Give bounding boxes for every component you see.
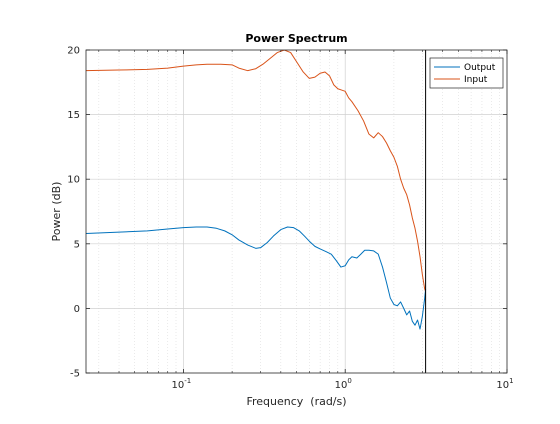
x-tick-label-base: 10 xyxy=(172,380,185,391)
x-tick-label: 100 xyxy=(335,377,352,391)
x-tick-label-base: 10 xyxy=(335,380,348,391)
series-group xyxy=(86,50,427,330)
y-tick-label: 5 xyxy=(74,239,80,250)
legend-label-output: Output xyxy=(464,63,496,73)
x-tick-label: 10-1 xyxy=(172,377,192,391)
legend-box xyxy=(429,57,504,89)
y-tick-label: 20 xyxy=(67,46,80,57)
x-axis-label: Frequency (rad/s) xyxy=(246,395,346,408)
legend-label-input: Input xyxy=(464,75,488,85)
y-tick-label: -5 xyxy=(70,369,80,380)
y-axis-label: Power (dB) xyxy=(50,182,63,242)
x-tick-label-exponent: -1 xyxy=(184,377,191,385)
x-tick-label-exponent: 0 xyxy=(347,377,351,385)
chart-title: Power Spectrum xyxy=(245,32,347,45)
series-line-output xyxy=(86,226,427,330)
y-tick-label: 10 xyxy=(67,175,80,186)
axes-background xyxy=(86,50,507,373)
x-tick-label: 101 xyxy=(496,377,513,391)
grid xyxy=(86,50,507,373)
y-tick-label: 15 xyxy=(67,110,80,121)
y-tick-label: 0 xyxy=(74,304,80,315)
legend[interactable]: Output Input xyxy=(429,57,504,89)
x-tick-label-exponent: 1 xyxy=(509,377,513,385)
series-line-input xyxy=(86,50,427,292)
x-tick-label-base: 10 xyxy=(496,380,509,391)
